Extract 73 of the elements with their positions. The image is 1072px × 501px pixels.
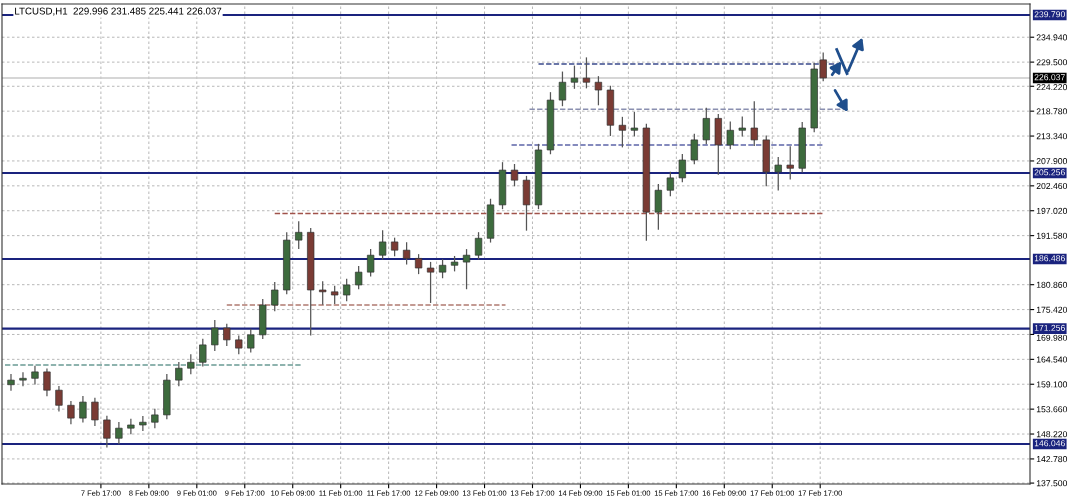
y-tick-label: 197.020 (1036, 207, 1068, 214)
candlestick (247, 328, 255, 353)
candlestick (414, 254, 423, 275)
candlestick (774, 157, 782, 191)
candlestick (582, 57, 591, 89)
candlestick (139, 416, 147, 432)
y-tick-label: 202.460 (1036, 182, 1068, 190)
candlestick (355, 266, 363, 290)
candlestick (127, 418, 135, 435)
candlestick (462, 249, 471, 290)
y-tick-label: 169.980 (1036, 334, 1068, 341)
candlestick (199, 338, 207, 367)
candlestick (295, 221, 303, 249)
candlestick (666, 171, 674, 197)
candlestick (474, 232, 483, 260)
candlestick (630, 111, 639, 137)
ref-line-label: 239.790 (1034, 11, 1065, 18)
candlestick (594, 76, 603, 106)
ref-line-label: 146.046 (1034, 440, 1065, 447)
y-tick-label: 142.780 (1036, 456, 1068, 463)
y-tick-label: 224.220 (1036, 84, 1068, 91)
candlestick (678, 153, 686, 183)
candlestick (726, 121, 734, 150)
y-tick-label: 191.580 (1036, 232, 1068, 239)
ref-line-label: 226.037 (1034, 74, 1065, 81)
candlestick (702, 107, 710, 145)
candlestick (402, 242, 411, 265)
candlestick (91, 397, 99, 427)
candlestick (271, 282, 279, 312)
candlestick (19, 372, 27, 387)
y-tick-label: 234.940 (1036, 34, 1068, 41)
candlestick (319, 281, 327, 305)
candlestick (378, 230, 387, 260)
chart-title: LTCUSD,H1 229.996 231.485 225.441 226.037 (15, 7, 222, 16)
y-tick-label: 218.780 (1036, 108, 1068, 115)
candlestick (7, 374, 15, 391)
candlestick (570, 65, 579, 89)
candlestick (223, 323, 231, 346)
candlestick (55, 385, 63, 412)
candlestick (211, 320, 219, 352)
y-tick-label: 159.100 (1036, 381, 1068, 388)
candlestick (654, 184, 663, 230)
y-tick-label: 213.340 (1036, 133, 1068, 140)
candlestick (175, 362, 183, 387)
candlestick (738, 116, 746, 137)
candlestick (187, 354, 195, 375)
candlestick (786, 146, 794, 180)
candlestick (426, 261, 435, 303)
ref-line-label: 186.486 (1034, 255, 1065, 262)
candlestick (115, 422, 123, 445)
y-tick-label: 180.860 (1036, 281, 1068, 288)
y-tick-label: 153.660 (1036, 406, 1068, 413)
ref-line-label: 205.256 (1034, 169, 1065, 176)
ref-line-label: 171.256 (1034, 324, 1065, 331)
candlestick (43, 368, 51, 397)
y-tick-label: 229.500 (1036, 59, 1068, 66)
candlestick (366, 249, 375, 277)
candlestick (79, 395, 87, 423)
candlestick (618, 116, 627, 148)
candlestick (750, 101, 758, 147)
candlestick (558, 71, 567, 107)
y-tick-label: 207.900 (1036, 158, 1068, 165)
y-tick-label: 137.500 (1036, 480, 1068, 487)
y-tick-label: 164.540 (1036, 356, 1068, 363)
candlestick (510, 163, 519, 187)
y-tick-label: 148.220 (1036, 431, 1068, 438)
candlestick (67, 401, 75, 425)
candlestick (31, 365, 39, 385)
candlestick (343, 278, 351, 302)
y-tick-label: 175.420 (1036, 306, 1068, 313)
candlestick (690, 133, 698, 165)
candlestick (103, 415, 111, 448)
candlestick (151, 408, 159, 429)
